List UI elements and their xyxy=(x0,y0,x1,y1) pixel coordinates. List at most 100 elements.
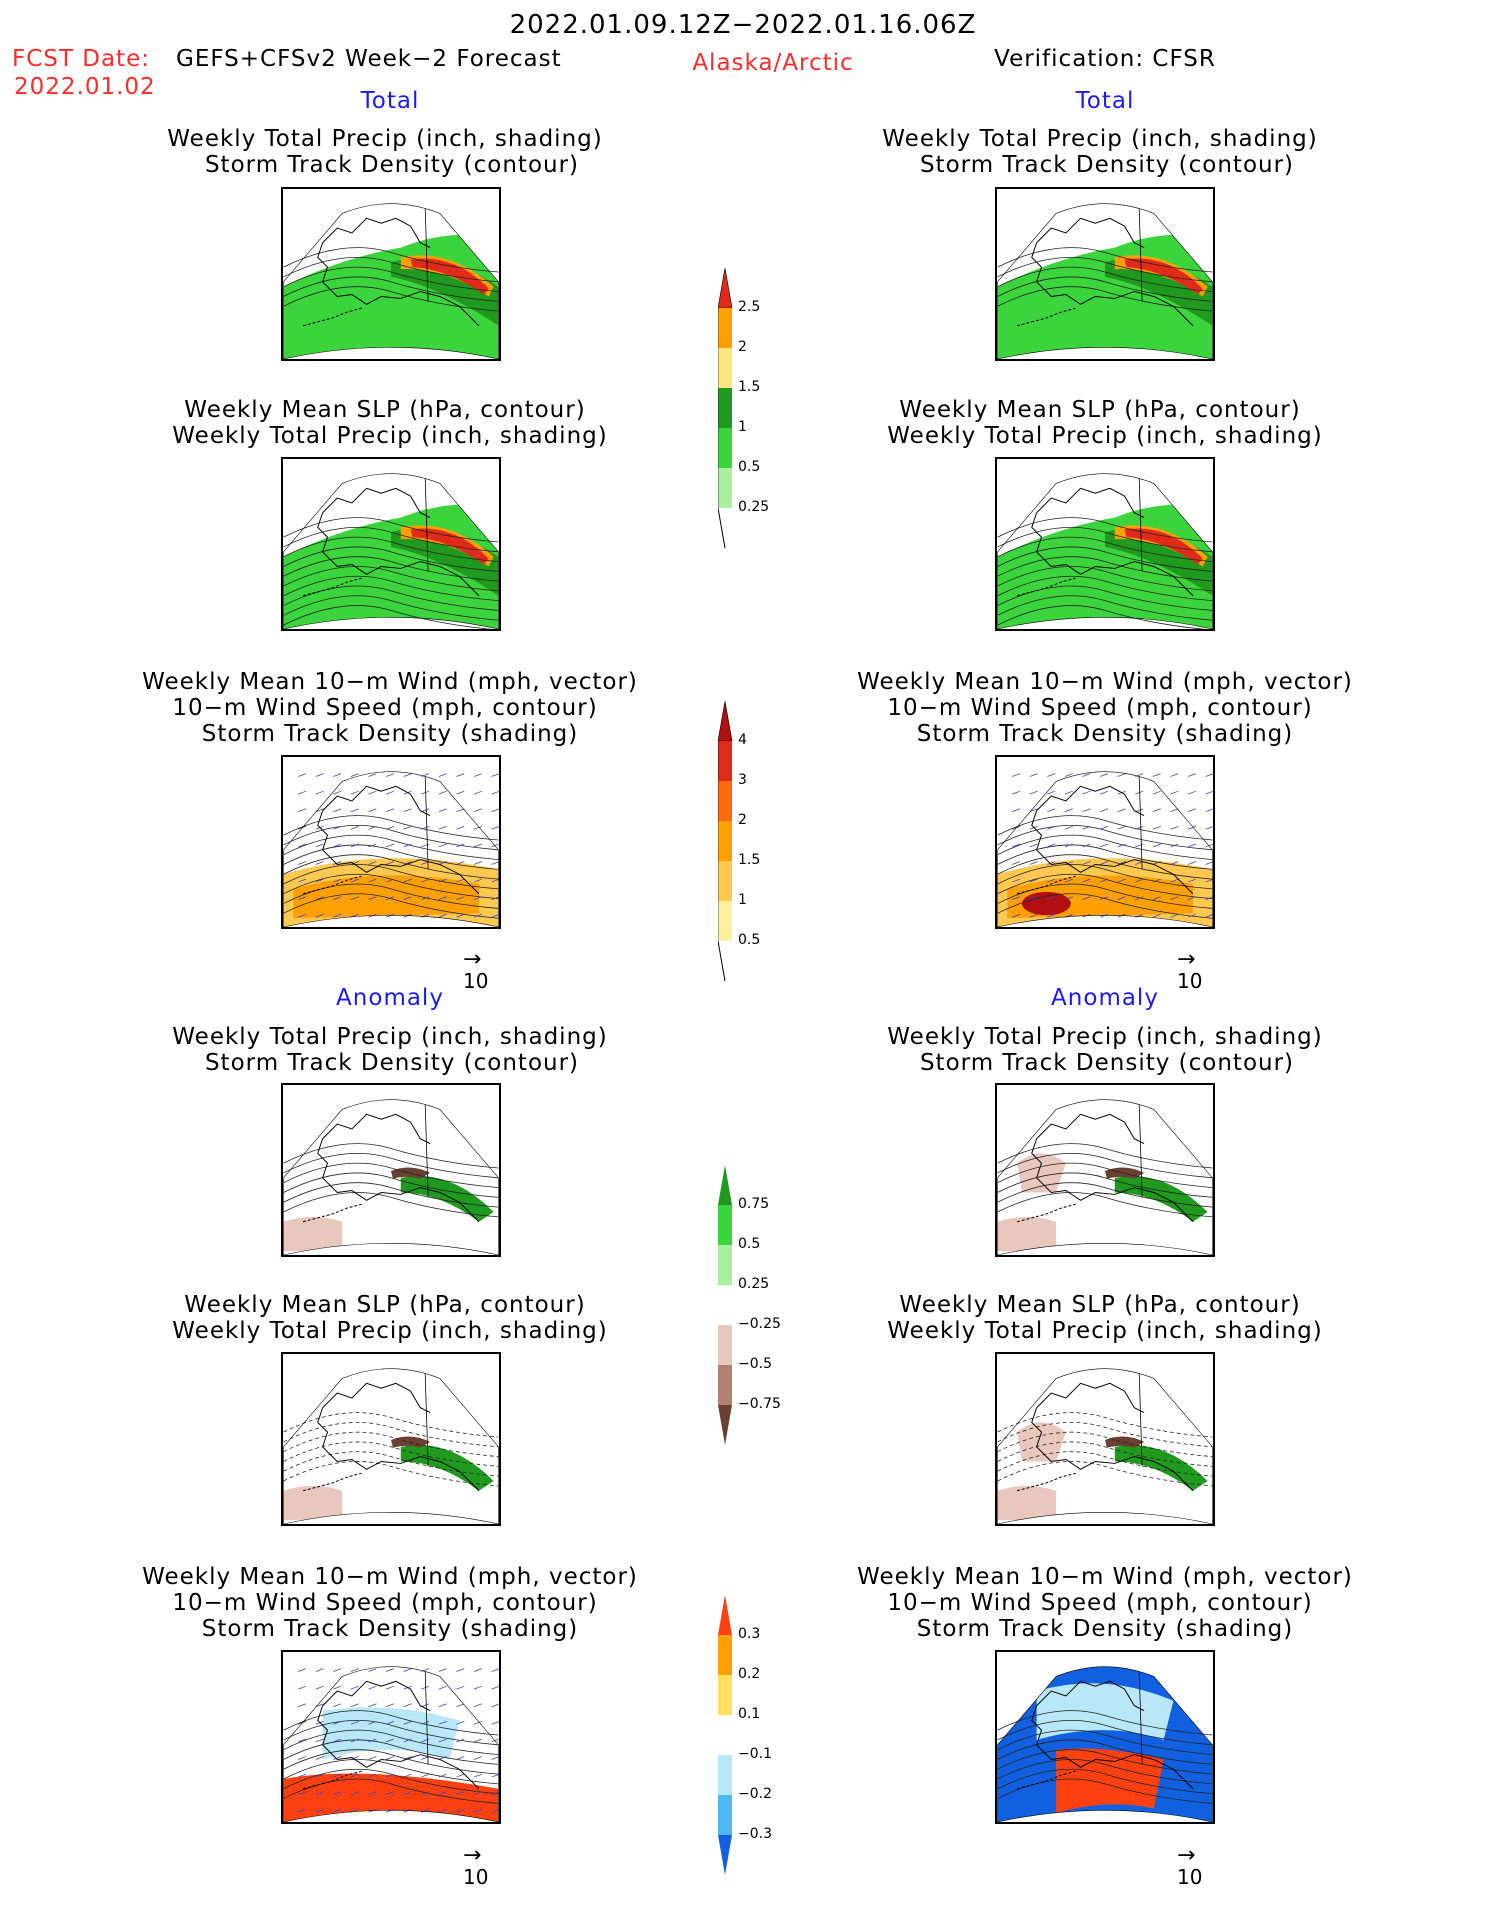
colorbar-tick-label: 0.5 xyxy=(738,932,761,948)
colorbar-graphic xyxy=(717,700,733,982)
colorbar-graphic xyxy=(718,1595,732,1875)
colorbar-tick-label: 3 xyxy=(738,772,747,788)
map-panel xyxy=(995,1083,1215,1257)
panel-title: Storm Track Density (contour) xyxy=(919,152,1295,178)
colorbar-segment xyxy=(718,821,732,861)
panel-title: Weekly Total Precip (inch, shading) xyxy=(882,126,1318,152)
panel-title: Weekly Mean 10−m Wind (mph, vector) xyxy=(142,1564,638,1590)
colorbar-tick-label: 0.75 xyxy=(738,1196,770,1212)
colorbar-tick-label: −0.1 xyxy=(738,1746,772,1762)
map-graphic xyxy=(283,771,499,927)
colorbar-tick-label: 1 xyxy=(738,892,747,908)
panel-title: Weekly Mean 10−m Wind (mph, vector) xyxy=(857,669,1353,695)
colorbar-tick-label: 4 xyxy=(738,732,747,748)
map-graphic xyxy=(997,473,1213,629)
map-panel xyxy=(995,1650,1215,1824)
colorbar-tick-label: 1.5 xyxy=(738,852,761,868)
panel-title: Weekly Mean SLP (hPa, contour) xyxy=(899,1292,1301,1318)
colorbar-tick-label: 0.2 xyxy=(738,1666,761,1682)
map-graphic xyxy=(997,1099,1213,1255)
panel-title: Weekly Mean 10−m Wind (mph, vector) xyxy=(142,669,638,695)
colorbar-segment xyxy=(718,861,732,901)
colorbar-segment xyxy=(717,267,733,309)
vector-reference: → 10 xyxy=(1177,1843,1202,1890)
panel-title: Storm Track Density (shading) xyxy=(916,1616,1294,1642)
colorbar-graphic xyxy=(718,1165,732,1445)
panel-title: Weekly Mean 10−m Wind (mph, vector) xyxy=(857,1564,1353,1590)
colorbar-track-anom: 0.3 0.2 0.1 −0.1 −0.2 −0.3 xyxy=(718,1595,772,1923)
colorbar-segment xyxy=(718,1205,732,1245)
panel-title: 10−m Wind Speed (mph, contour) xyxy=(172,695,598,721)
panel-title: Weekly Total Precip (inch, shading) xyxy=(887,423,1323,449)
colorbar-segment xyxy=(718,388,732,428)
map-panel xyxy=(281,187,501,361)
colorbar-tick-label: 0.25 xyxy=(738,499,770,515)
colorbar-segment xyxy=(717,507,726,549)
colorbar-segment xyxy=(718,1755,732,1795)
map-panel xyxy=(281,457,501,631)
verification-label: Verification: CFSR xyxy=(994,46,1216,72)
panel-title: Storm Track Density (shading) xyxy=(201,1616,579,1642)
map-panel xyxy=(995,755,1215,929)
fcst-date-value: 2022.01.02 xyxy=(14,74,156,100)
colorbar-segment xyxy=(718,308,732,348)
colorbar-precip-anom: 0.75 0.5 0.25 −0.25 −0.5 −0.75 xyxy=(718,1165,781,1493)
colorbar-tick-label: 1.5 xyxy=(738,379,761,395)
map-panel xyxy=(995,457,1215,631)
vector-reference: → 10 xyxy=(1177,947,1203,994)
map-graphic xyxy=(283,1368,499,1524)
colorbar-segment xyxy=(718,1325,732,1365)
fcst-date-label: FCST Date: xyxy=(12,46,150,72)
colorbar-segment xyxy=(718,1675,732,1715)
colorbar-graphic xyxy=(717,267,733,549)
colorbar-segment xyxy=(718,348,732,388)
panel-title: Weekly Total Precip (inch, shading) xyxy=(167,126,603,152)
panel-title: Weekly Mean SLP (hPa, contour) xyxy=(184,397,586,423)
arrow-right-icon: → xyxy=(1177,1843,1196,1868)
model-name: GEFS+CFSv2 Week−2 Forecast xyxy=(176,46,562,72)
colorbar-segment xyxy=(718,1405,732,1445)
map-panel xyxy=(281,1352,501,1526)
map-graphic xyxy=(997,203,1213,359)
panel-title: Weekly Total Precip (inch, shading) xyxy=(172,1024,608,1050)
colorbar-segment xyxy=(718,1285,732,1325)
region-label: Alaska/Arctic xyxy=(692,50,854,76)
colorbar-segment xyxy=(718,1635,732,1675)
colorbar-tick-label: −0.75 xyxy=(738,1396,781,1412)
colorbar-segment xyxy=(718,1245,732,1285)
panel-title: Storm Track Density (contour) xyxy=(919,1050,1295,1076)
colorbar-tick-label: −0.5 xyxy=(738,1356,772,1372)
colorbar-segment xyxy=(718,1795,732,1835)
map-panel xyxy=(995,187,1215,361)
colorbar-segment xyxy=(718,1715,732,1755)
panel-title: Storm Track Density (contour) xyxy=(204,152,580,178)
panel-title: Weekly Total Precip (inch, shading) xyxy=(887,1024,1323,1050)
vector-reference: → 10 xyxy=(463,947,488,994)
map-panel xyxy=(281,755,501,929)
arrow-right-icon: → xyxy=(463,947,482,972)
colorbar-tick-label: 0.3 xyxy=(738,1626,761,1642)
vector-ref-value: 10 xyxy=(1177,969,1203,993)
colorbar-segment xyxy=(718,781,732,821)
vector-reference: → 10 xyxy=(463,1845,488,1890)
panel-title: Storm Track Density (shading) xyxy=(201,721,579,747)
section-anomaly-right: Anomaly xyxy=(1051,985,1159,1011)
colorbar-tick-label: −0.3 xyxy=(738,1826,772,1842)
map-graphic xyxy=(997,771,1213,927)
colorbar-tick-label: 1 xyxy=(738,419,747,435)
colorbar-segment xyxy=(717,940,726,982)
panel-title: Weekly Mean SLP (hPa, contour) xyxy=(899,397,1301,423)
panel-title: Weekly Mean SLP (hPa, contour) xyxy=(184,1292,586,1318)
arrow-right-icon: → xyxy=(1177,947,1196,972)
colorbar-tick-label: 0.25 xyxy=(738,1276,770,1292)
map-panel xyxy=(995,1352,1215,1526)
colorbar-tick-label: −0.25 xyxy=(738,1316,781,1332)
section-anomaly-left: Anomaly xyxy=(336,985,444,1011)
section-total-left: Total xyxy=(360,88,420,114)
map-graphic xyxy=(283,1099,499,1255)
period-title: 2022.01.09.12Z−2022.01.16.06Z xyxy=(509,10,977,40)
colorbar-segment xyxy=(717,700,733,742)
map-graphic xyxy=(997,1368,1213,1524)
panel-title: Storm Track Density (contour) xyxy=(204,1050,580,1076)
panel-title: Storm Track Density (shading) xyxy=(916,721,1294,747)
